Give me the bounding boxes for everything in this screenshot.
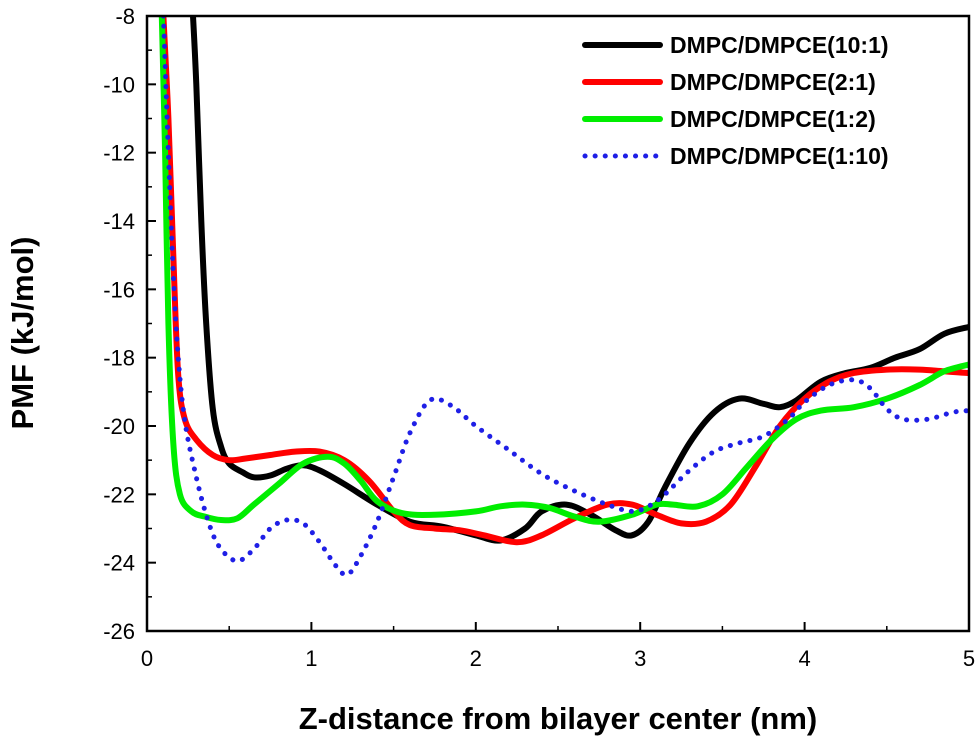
y-tick-label: -22 bbox=[103, 482, 135, 507]
series-layer bbox=[158, 16, 969, 578]
series-line-2 bbox=[160, 16, 969, 546]
legend-label: DMPC/DMPCE(1:2) bbox=[670, 106, 876, 132]
x-tick-label: 2 bbox=[470, 646, 482, 671]
y-tick-label: -10 bbox=[103, 72, 135, 97]
legend-label: DMPC/DMPCE(10:1) bbox=[670, 32, 889, 58]
y-axis: -8 -10 -12 -14 -16 -18 -20 -22 -24 -26 bbox=[103, 4, 156, 644]
x-tick-label: 4 bbox=[798, 646, 810, 671]
x-axis-title: Z-distance from bilayer center (nm) bbox=[299, 701, 818, 736]
y-tick-label: -18 bbox=[103, 346, 135, 371]
legend: DMPC/DMPCE(10:1) DMPC/DMPCE(2:1) DMPC/DMPC… bbox=[582, 32, 889, 169]
series-line-4 bbox=[160, 16, 969, 578]
legend-label: DMPC/DMPCE(2:1) bbox=[670, 69, 876, 95]
x-axis: 0 1 2 3 4 5 bbox=[141, 622, 975, 671]
y-tick-label: -20 bbox=[103, 414, 135, 439]
legend-label: DMPC/DMPCE(1:10) bbox=[670, 143, 889, 169]
series-line-3 bbox=[158, 16, 969, 525]
y-tick-label: -8 bbox=[115, 4, 135, 29]
x-tick-label: 0 bbox=[141, 646, 153, 671]
x-tick-label: 1 bbox=[305, 646, 317, 671]
x-tick-label: 5 bbox=[963, 646, 975, 671]
y-tick-label: -26 bbox=[103, 619, 135, 644]
y-tick-label: -14 bbox=[103, 209, 135, 234]
y-tick-label: -16 bbox=[103, 277, 135, 302]
y-tick-label: -12 bbox=[103, 141, 135, 166]
x-tick-label: 3 bbox=[634, 646, 646, 671]
y-tick-label: -24 bbox=[103, 551, 135, 576]
y-axis-title: PMF (kJ/mol) bbox=[5, 237, 40, 430]
